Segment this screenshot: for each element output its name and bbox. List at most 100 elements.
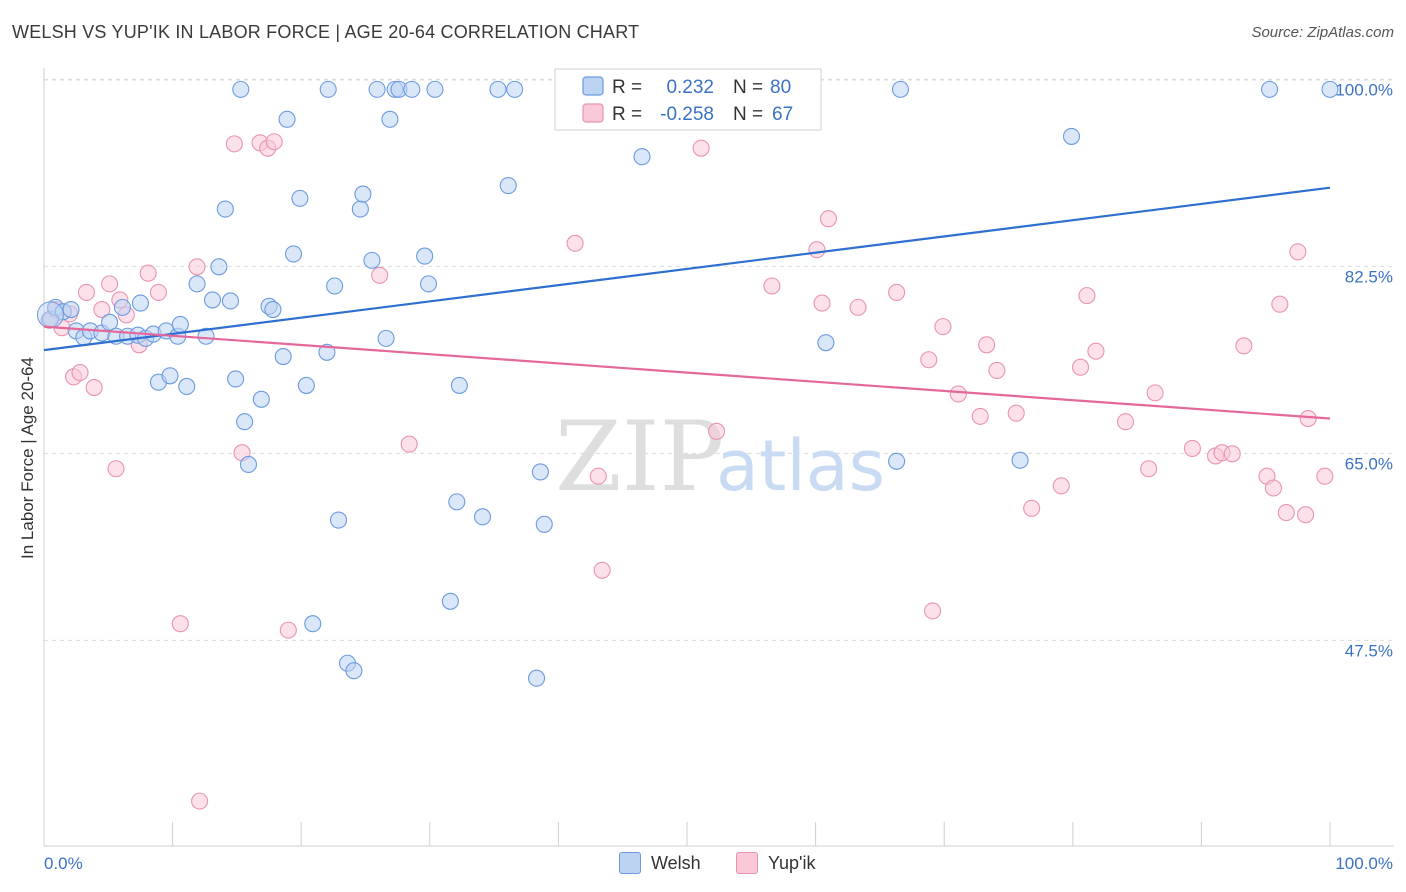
legend-yupik-swatch xyxy=(582,103,604,123)
yupik-point xyxy=(924,602,942,620)
yupik-point xyxy=(589,467,607,485)
welsh-point xyxy=(506,80,524,98)
yupik-point xyxy=(149,283,168,301)
yupik-point xyxy=(71,364,89,382)
yupik-point xyxy=(265,133,283,151)
welsh-cluster-point xyxy=(36,301,64,329)
yupik-point xyxy=(1087,342,1105,360)
gridlines xyxy=(44,78,1394,641)
welsh-point xyxy=(633,148,651,166)
welsh-point xyxy=(113,298,131,316)
bottom-legend-yupik-label: Yup'ik xyxy=(768,852,816,873)
legend-box: R = 0.232 N = 80 R = -0.258 N = 67 xyxy=(554,68,822,131)
welsh-point xyxy=(304,615,322,633)
axes xyxy=(43,68,1394,847)
yupik-point xyxy=(1140,460,1158,478)
welsh-point xyxy=(1321,80,1339,98)
welsh-point xyxy=(888,452,906,470)
yupik-point xyxy=(1299,409,1317,428)
legend-yupik-n-label: N = xyxy=(733,104,763,125)
welsh-point xyxy=(363,251,381,269)
welsh-point xyxy=(221,292,240,310)
y-tick-label: 82.5% xyxy=(1345,267,1393,286)
welsh-point xyxy=(354,185,372,203)
yupik-point xyxy=(988,361,1006,379)
welsh-point xyxy=(527,669,546,687)
chart-title: WELSH VS YUP'IK IN LABOR FORCE | AGE 20-… xyxy=(12,22,640,42)
yupik-point xyxy=(225,135,243,153)
yupik-point xyxy=(888,283,906,301)
welsh-point xyxy=(1261,80,1279,98)
bottom-legend: Welsh Yup'ik xyxy=(0,852,1406,878)
welsh-point xyxy=(345,662,363,680)
welsh-point xyxy=(416,247,434,265)
yupik-point xyxy=(1078,287,1096,305)
tick-labels: 47.5% 65.0% 82.5% 100.0% 0.0% 100.0% xyxy=(44,80,1393,873)
bottom-legend-yupik: Yup'ik xyxy=(736,852,815,874)
yupik-point xyxy=(920,351,938,369)
watermark: ZIP atlas xyxy=(555,401,885,513)
yupik-point xyxy=(101,275,119,293)
yupik-point xyxy=(188,258,206,276)
welsh-point xyxy=(531,463,549,481)
welsh-point xyxy=(489,80,507,98)
welsh-point xyxy=(239,455,258,474)
yupik-point xyxy=(371,266,389,284)
yupik-point xyxy=(813,294,831,312)
welsh-point xyxy=(817,334,835,352)
bottom-legend-welsh-label: Welsh xyxy=(651,852,701,873)
welsh-point xyxy=(473,508,492,526)
yupik-point xyxy=(1271,295,1289,313)
welsh-point xyxy=(319,80,337,98)
welsh-point xyxy=(297,376,315,394)
legend-welsh-n-value: 80 xyxy=(770,77,791,98)
legend-welsh-n-label: N = xyxy=(733,77,763,98)
welsh-point xyxy=(535,515,553,533)
watermark-zip: ZIP xyxy=(555,401,724,513)
welsh-point xyxy=(448,493,466,511)
x-tick-label-max: 100.0% xyxy=(1335,854,1393,873)
yupik-trend-line xyxy=(43,325,1331,420)
yupik-point xyxy=(1277,504,1295,522)
x-tick-label-min: 0.0% xyxy=(44,854,83,873)
welsh-point xyxy=(236,413,254,431)
welsh-point xyxy=(232,80,250,98)
yupik-point xyxy=(763,277,781,295)
yupik-point xyxy=(1235,337,1253,355)
welsh-point xyxy=(274,347,292,366)
welsh-point xyxy=(131,294,149,312)
welsh-point xyxy=(368,80,386,98)
yupik-point xyxy=(949,385,967,403)
welsh-point xyxy=(203,291,222,309)
welsh-point xyxy=(210,258,228,276)
bottom-legend-yupik-swatch xyxy=(736,852,758,874)
welsh-point xyxy=(62,300,80,319)
bottom-legend-welsh-swatch xyxy=(619,852,641,874)
source-label: Source: ZipAtlas.com xyxy=(1251,24,1394,41)
welsh-point xyxy=(329,511,348,529)
welsh-point xyxy=(441,592,459,610)
yupik-point xyxy=(1071,358,1090,376)
welsh-point xyxy=(450,376,468,394)
welsh-point xyxy=(264,300,282,319)
yupik-point xyxy=(978,336,996,354)
welsh-point xyxy=(326,277,344,295)
welsh-point xyxy=(216,200,234,218)
yupik-point xyxy=(171,615,189,633)
yupik-point xyxy=(566,234,584,252)
welsh-point xyxy=(318,343,336,361)
yupik-point xyxy=(1116,413,1135,431)
yupik-point xyxy=(708,422,726,440)
yupik-point xyxy=(1052,477,1070,495)
welsh-point xyxy=(197,327,215,345)
yupik-point xyxy=(593,561,611,579)
yupik-point xyxy=(808,241,826,259)
yupik-point xyxy=(1289,243,1307,261)
yupik-point xyxy=(400,435,418,453)
yupik-point xyxy=(1264,479,1282,497)
legend-yupik-r-value: -0.258 xyxy=(660,104,714,125)
yupik-point xyxy=(1223,445,1241,463)
welsh-point xyxy=(284,245,303,263)
yupik-point xyxy=(77,283,95,301)
